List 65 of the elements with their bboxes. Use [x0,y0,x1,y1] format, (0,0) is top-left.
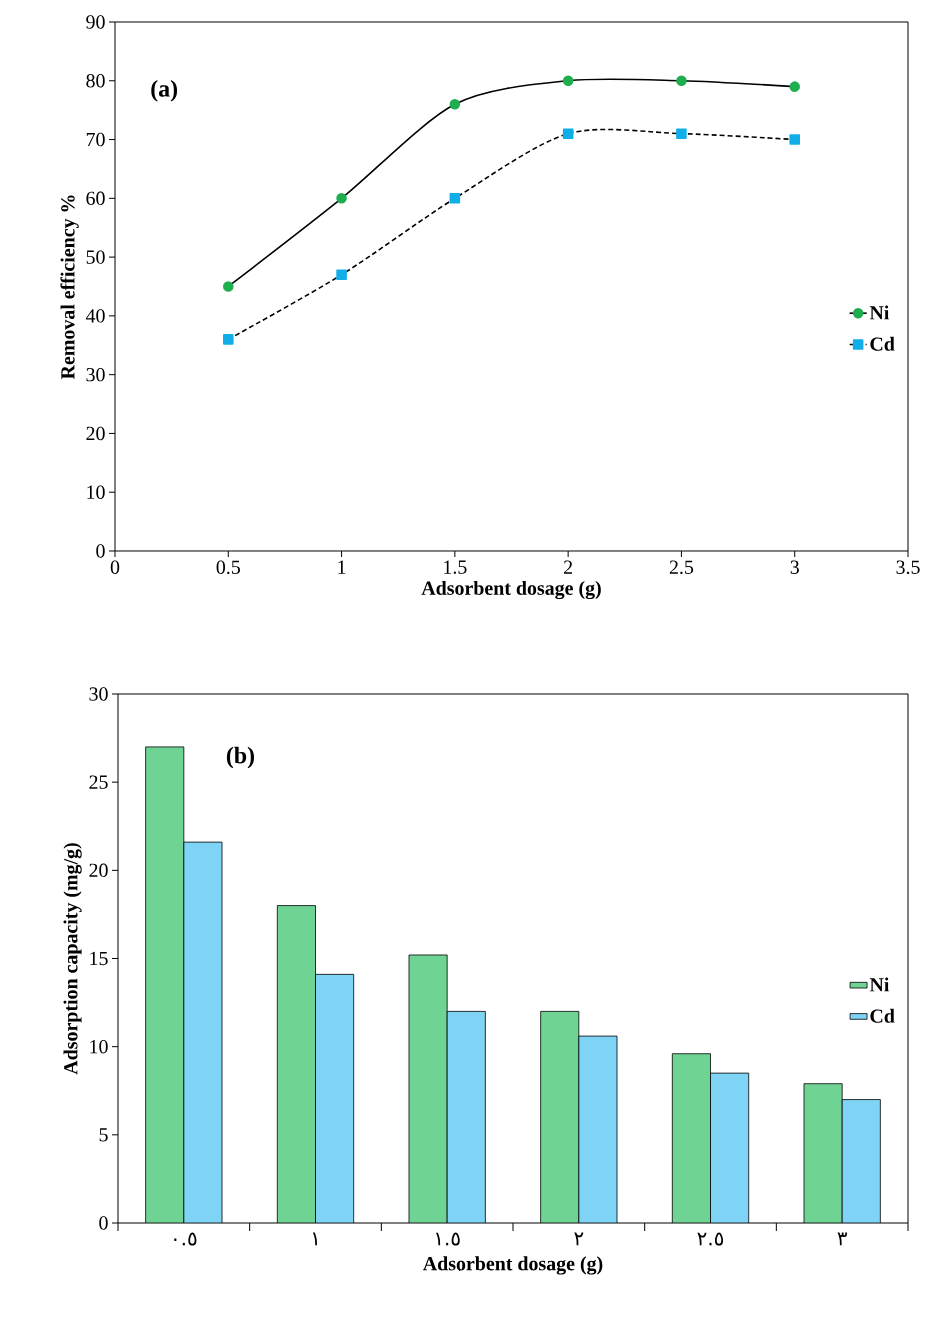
y-tick-label: 25 [89,775,108,789]
x-tick-label: ٠.٥ [174,1232,197,1246]
bar [315,973,355,1223]
bar [841,1099,881,1223]
x-tick-label: 1.5 [444,560,467,574]
point [223,334,234,345]
y-tick-label: 40 [85,309,105,323]
y-tick-label: 5 [99,1128,108,1142]
point [223,281,234,292]
y-tick-label: 90 [86,15,105,29]
x-tick-label: 0 [110,560,120,574]
bar [578,1035,618,1223]
y-tick-label: 10 [87,485,105,499]
point [562,128,574,139]
y-tick-label: 0 [96,544,105,558]
y-tick-label: 10 [90,1039,108,1054]
y-tick-label: 20 [86,426,105,441]
y-tick-label: 30 [89,687,108,701]
annotation: (a) [151,79,178,102]
y-tick-label: 60 [86,191,105,206]
y-tick-label: 70 [86,132,105,147]
legend-label: Ni [869,977,890,992]
bar [446,1011,486,1223]
bar [408,954,448,1223]
x-tick-label: 0.5 [216,560,240,575]
bar [710,1072,750,1223]
bar [183,841,223,1223]
x-tick-label: 1 [338,560,346,574]
legend-label: Cd [870,336,895,351]
x-tick-label: 3 [790,560,799,574]
point [676,128,687,139]
x-axis-title: Adsorbent dosage (g) [422,1256,603,1275]
y-axis-title: Removal efficiency % [60,195,79,380]
y-tick-label: 80 [86,74,105,88]
x-axis-title: Adsorbent dosage (g) [421,580,601,600]
bar [671,1053,711,1223]
point [336,193,347,204]
x-tick-label: ٢ [574,1232,584,1246]
bar [803,1083,843,1223]
point [789,81,800,92]
point [789,134,800,145]
legend-label: Cd [870,1008,895,1023]
point [676,75,687,87]
x-tick-label: ٢.٥ [697,1232,724,1246]
y-axis-title: Adsorption capacity (mg/g) [63,843,82,1075]
x-tick-label: ١ [312,1232,317,1246]
bar [540,1011,580,1223]
x-tick-label: ٣ [837,1232,847,1246]
legend-label: Ni [869,305,890,320]
point [449,193,461,204]
point [449,98,461,110]
x-tick-label: 3.5 [896,560,920,574]
annotation: (b) [226,746,254,769]
y-tick-label: 20 [89,863,108,878]
y-tick-label: 15 [90,951,108,966]
point [336,269,347,281]
y-tick-label: 30 [86,367,105,382]
bar [145,746,185,1223]
y-tick-label: 50 [86,250,105,264]
x-tick-label: 2.5 [669,560,694,574]
x-tick-label: ١.٥ [436,1232,460,1246]
point [562,75,574,87]
x-tick-label: 2 [564,560,573,574]
bar [276,905,316,1223]
y-tick-label: 0 [99,1216,108,1230]
